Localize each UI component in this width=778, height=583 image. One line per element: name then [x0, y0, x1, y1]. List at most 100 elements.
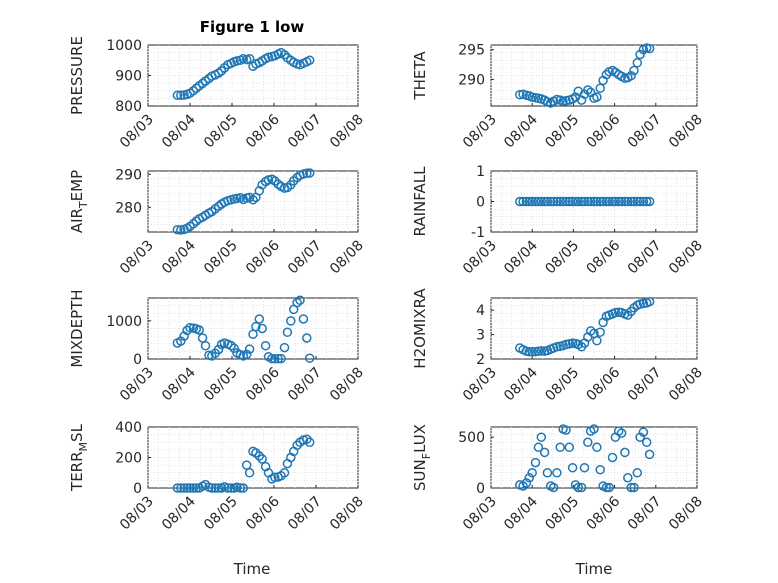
data-point — [524, 196, 535, 207]
data-point — [576, 196, 587, 207]
data-point — [232, 56, 242, 66]
subplot-2: 08/03 08/04 08/05 08/06 08/07 08/08 280 290 AIRT… — [68, 167, 367, 277]
data-point — [226, 483, 236, 493]
data-point — [197, 78, 208, 89]
y-axis-label-main: RAINFALL — [411, 166, 429, 237]
data-point — [533, 196, 544, 207]
data-point — [536, 432, 547, 442]
data-point — [238, 483, 249, 493]
data-point — [527, 196, 537, 207]
y-tick-label: 1000 — [106, 314, 142, 330]
data-point — [561, 196, 571, 207]
x-tick-label: 08/03 — [460, 494, 500, 534]
data-point — [583, 196, 593, 207]
data-point — [592, 196, 602, 207]
data-point — [263, 52, 274, 62]
data-point — [172, 90, 183, 101]
data-point — [286, 316, 296, 326]
data-point — [579, 196, 590, 207]
subplot-1: 08/03 08/04 08/05 08/06 08/07 08/08 290 295 THET… — [411, 43, 706, 152]
data-point — [515, 196, 525, 207]
data-point — [244, 344, 255, 354]
data-point — [604, 482, 614, 493]
data-point — [555, 196, 565, 207]
data-point — [521, 478, 532, 488]
data-point — [295, 295, 305, 306]
x-tick-label: 08/07 — [285, 238, 325, 278]
x-axis-label-left: Time — [233, 560, 271, 578]
x-tick-label: 08/08 — [666, 112, 706, 152]
y-axis-label-subscript: F — [420, 453, 433, 459]
x-tick-label: 08/06 — [243, 364, 283, 404]
data-point — [635, 196, 645, 207]
data-point — [527, 346, 537, 357]
data-point — [616, 428, 627, 438]
data-point — [292, 440, 302, 451]
y-tick-label: 0 — [476, 481, 485, 497]
y-axis-label-subscript: T — [77, 201, 90, 209]
data-point — [260, 340, 271, 351]
data-point — [607, 452, 618, 463]
data-point — [644, 43, 655, 54]
data-point — [595, 464, 605, 475]
data-point — [592, 92, 602, 102]
data-point — [610, 196, 621, 207]
data-point — [589, 196, 599, 207]
y-axis-label: SUNFLUX — [411, 424, 433, 491]
data-point — [521, 196, 532, 207]
x-tick-label: 08/07 — [625, 365, 665, 405]
x-tick-label: 08/05 — [201, 112, 241, 152]
data-point — [279, 342, 290, 353]
data-point — [176, 90, 186, 101]
data-point — [304, 168, 315, 178]
y-tick-label: 400 — [115, 420, 142, 436]
data-point — [567, 462, 578, 473]
data-point — [629, 482, 639, 493]
data-point — [561, 339, 571, 350]
x-axis-label-right: Time — [575, 560, 613, 578]
y-axis-label-main: TERR — [68, 451, 86, 492]
data-point — [626, 71, 636, 81]
y-tick-label: 0 — [476, 195, 485, 211]
data-point — [616, 196, 627, 207]
data-point — [570, 196, 581, 207]
data-point — [191, 83, 202, 94]
data-point — [257, 323, 267, 334]
data-point — [270, 472, 280, 483]
data-point — [595, 196, 605, 207]
x-tick-label: 08/06 — [584, 111, 624, 151]
data-point — [632, 468, 643, 478]
y-tick-label: 0 — [133, 352, 142, 368]
data-point — [623, 196, 633, 207]
x-tick-label: 08/05 — [542, 112, 582, 152]
x-tick-label: 08/08 — [327, 494, 367, 534]
y-axis-label: AIRTEMP — [68, 170, 90, 233]
data-point — [564, 196, 575, 207]
x-tick-label: 08/04 — [159, 111, 199, 151]
data-point — [254, 451, 265, 461]
data-point — [302, 434, 312, 444]
data-point — [539, 447, 550, 458]
y-axis-label-suffix: SL — [68, 423, 86, 442]
subplot-grid: 08/03 08/04 08/05 08/06 08/07 08/088009001000… — [68, 36, 706, 533]
data-point — [276, 353, 286, 364]
data-point — [207, 483, 217, 493]
x-tick-label: 08/03 — [460, 112, 500, 152]
data-point — [626, 482, 636, 493]
y-axis-label-main: THETA — [411, 51, 429, 101]
data-point — [524, 473, 535, 483]
data-point — [573, 482, 584, 493]
data-point — [548, 482, 559, 493]
figure-title: Figure 1 low — [200, 18, 305, 36]
data-point — [279, 468, 290, 478]
data-point — [188, 86, 199, 96]
y-axis-label: RAINFALL — [411, 166, 429, 237]
x-tick-label: 08/07 — [625, 238, 665, 278]
data-point — [607, 196, 618, 207]
data-point — [244, 53, 255, 64]
x-tick-label: 08/06 — [243, 493, 283, 533]
data-point — [302, 333, 312, 343]
data-point — [552, 342, 562, 352]
x-tick-label: 08/08 — [327, 365, 367, 405]
data-point — [620, 447, 630, 458]
